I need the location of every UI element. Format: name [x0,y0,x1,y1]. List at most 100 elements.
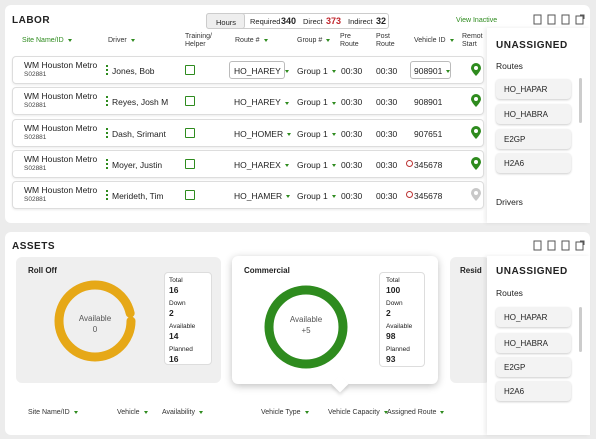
checkbox[interactable] [185,190,195,201]
vehicle-id: 345678 [414,191,443,202]
asset-card[interactable] [450,257,490,383]
pre-route: 00:30 [341,66,363,76]
column-header[interactable]: Availability [162,409,203,417]
tab[interactable]: Indirect [348,17,373,26]
post-route: 00:30 [376,191,398,202]
scrollbar[interactable] [579,78,582,123]
pre-route: 00:30 [341,159,363,170]
post-route: 00:30 [376,66,398,76]
stat-value: 2 [169,308,174,318]
remote-start[interactable] [471,125,481,144]
stat-label: Down [386,300,403,307]
tab-value: 32 [376,16,387,26]
card-title: Commercial [244,266,290,275]
stat-label: Down [169,300,186,307]
checkbox[interactable] [185,158,195,169]
stat-label: Total [386,277,400,284]
route[interactable]: HO_HAMER [234,191,290,201]
site-name: WM Houston Metro [24,60,98,70]
drag-handle[interactable] [106,65,108,75]
routes-label: Routes [496,288,523,298]
group[interactable]: Group 1 [297,160,336,170]
vehicle-id[interactable]: 908901 [414,66,450,76]
card-title: Resid [460,266,482,275]
column-header[interactable]: Assigned Route [387,409,444,417]
vehicle-id: 345678 [414,159,443,170]
toolbar-icons[interactable] [532,240,588,252]
toolbar-icons[interactable] [532,14,588,26]
group[interactable]: Group 1 [297,191,336,201]
driver-name: Dash, Srimant [112,128,166,139]
route-button[interactable]: HO_HAPAR [496,307,571,327]
group[interactable]: Group 1 [297,97,336,107]
route-button[interactable]: HO_HAPAR [496,79,571,99]
donut-label: Available [78,314,112,323]
drag-handle[interactable] [106,190,108,201]
column-header[interactable]: Site Name/ID [22,37,72,45]
clock-icon [406,159,413,167]
unassigned-title: UNASSIGNED [496,40,568,51]
stat-value: 100 [386,285,401,295]
route-button[interactable]: E2GP [496,357,571,377]
remote-start[interactable] [471,188,481,206]
pre-route: 00:30 [341,97,363,108]
route-button[interactable]: HO_HABRA [496,104,571,124]
column-header[interactable]: Site Name/ID [28,409,78,417]
drag-handle[interactable] [106,158,108,169]
group[interactable]: Group 1 [297,66,336,76]
tab[interactable]: Hours [206,13,245,29]
scrollbar[interactable] [579,307,582,352]
column-header[interactable]: Route # [235,37,268,45]
column-header[interactable]: Driver [108,37,135,45]
route-button[interactable]: H2A6 [496,381,571,401]
checkbox[interactable] [185,127,195,138]
route[interactable]: HO_HAREY [234,66,289,76]
route-button[interactable]: H2A6 [496,153,571,173]
column-header[interactable]: Vehicle [117,409,148,417]
tab[interactable]: Required [250,17,281,26]
stats-box [379,272,425,367]
checkbox[interactable] [185,65,195,75]
route-button[interactable]: HO_HABRA [496,333,571,353]
checkbox[interactable] [185,96,195,107]
route[interactable]: HO_HOMER [234,129,291,139]
stat-value: 93 [386,354,396,364]
vehicle-id: 907651 [414,128,443,139]
site-id: S02881 [24,71,47,78]
group[interactable]: Group 1 [297,129,336,139]
donut [264,285,348,369]
vehicle-select[interactable] [410,61,451,79]
unassigned-title: UNASSIGNED [496,266,568,277]
view-inactive[interactable]: View Inactive [456,17,498,24]
column-header: Remot Start [462,33,483,48]
site-id: S02881 [24,164,47,172]
column-header[interactable]: Group # [297,37,330,45]
driver-name: Moyer, Justin [112,159,163,170]
column-header[interactable]: Vehicle Capacity [328,409,388,417]
column-header[interactable]: Vehicle Type [261,409,309,417]
drag-handle[interactable] [106,127,108,138]
site-name: WM Houston Metro [24,185,98,196]
route-button[interactable]: E2GP [496,129,571,149]
section-title: ASSETS [12,241,56,252]
unassigned-panel [487,28,590,223]
tab-value: 340 [281,16,297,26]
remote-start[interactable] [471,94,481,112]
route[interactable]: HO_HAREY [234,97,289,107]
remote-start[interactable] [471,156,481,175]
donut-value: +5 [301,326,311,335]
remote-start[interactable] [471,63,481,81]
driver-name: Merideth, Tim [112,191,164,202]
stat-value: 16 [169,285,179,295]
column-header: Training/ Helper [185,33,212,48]
tab[interactable]: Direct [303,17,323,26]
column-header[interactable]: Vehicle ID [414,37,454,45]
stat-label: Planned [169,346,193,353]
donut [54,280,136,362]
drag-handle[interactable] [106,96,108,107]
site-name: WM Houston Metro [24,122,98,133]
pin-icon [471,188,481,202]
route[interactable]: HO_HAREX [234,160,289,170]
column-header: Pre Route [340,33,359,48]
